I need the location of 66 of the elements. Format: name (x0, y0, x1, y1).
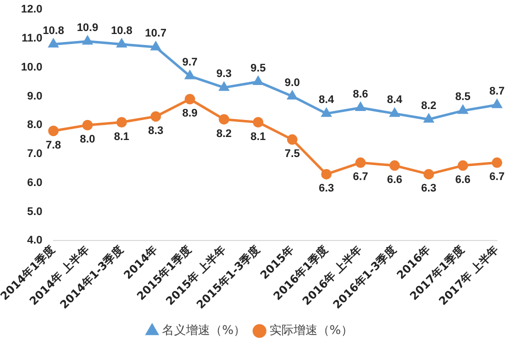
legend-label: 名义增速（%） (162, 323, 246, 338)
data-label: 6.6 (386, 174, 402, 186)
point (219, 82, 229, 91)
y-tick-label: 5.0 (27, 206, 42, 218)
data-label: 8.7 (489, 85, 505, 98)
point (151, 42, 160, 50)
data-label: 6.3 (318, 182, 334, 195)
data-label: 10.8 (110, 24, 132, 37)
data-label: 8.2 (421, 100, 436, 112)
data-label: 8.4 (318, 94, 335, 106)
y-tick-label: 12.0 (20, 4, 42, 16)
point (184, 94, 196, 104)
data-label: 9.3 (216, 68, 232, 80)
point (218, 114, 230, 125)
data-label: 10.9 (76, 22, 98, 34)
point (356, 102, 366, 112)
data-label: 9.0 (284, 76, 300, 89)
point (82, 120, 93, 130)
data-label: 6.7 (489, 171, 505, 184)
data-label: 10.8 (42, 24, 64, 37)
point (492, 100, 502, 108)
data-label: 8.3 (148, 124, 164, 137)
y-tick-label: 9.0 (27, 90, 42, 102)
legend-label: 实际增速（%） (270, 323, 353, 338)
point (253, 76, 263, 86)
point (252, 116, 264, 128)
data-label: 8.1 (114, 130, 130, 143)
data-label: 8.0 (80, 134, 96, 146)
y-tick-label: 6.0 (27, 176, 42, 189)
y-tick-label: 7.0 (27, 148, 42, 160)
data-label: 8.9 (182, 108, 198, 120)
point (492, 157, 502, 168)
data-label: 9.7 (182, 56, 198, 69)
point (288, 90, 297, 100)
y-tick-label: 11.0 (22, 32, 42, 45)
point (287, 134, 298, 145)
point (150, 111, 162, 122)
data-label: 7.5 (284, 148, 300, 160)
y-tick-label: 10.0 (20, 61, 42, 74)
point (355, 157, 366, 168)
y-tick-label: 4.0 (27, 234, 42, 247)
point (48, 126, 59, 136)
data-label: 10.7 (145, 28, 166, 40)
point (458, 105, 468, 114)
point (322, 108, 332, 117)
data-label: 7.8 (46, 139, 62, 152)
point (48, 39, 58, 48)
point (82, 36, 92, 45)
data-label: 8.1 (250, 130, 266, 143)
point (185, 70, 195, 80)
point (389, 160, 400, 171)
y-tick-label: 8.0 (27, 119, 42, 132)
data-label: 6.3 (421, 182, 436, 195)
data-label: 6.6 (455, 174, 471, 186)
point (321, 168, 332, 180)
data-label: 8.6 (352, 88, 368, 100)
point (116, 116, 127, 128)
data-label: 9.5 (250, 62, 266, 74)
data-label: 6.7 (352, 171, 368, 184)
data-label: 8.4 (386, 94, 404, 106)
point (116, 39, 126, 48)
point (424, 168, 434, 180)
data-label: 8.5 (455, 91, 471, 104)
data-label: 8.2 (216, 128, 232, 140)
point (458, 160, 468, 171)
point (390, 108, 400, 117)
